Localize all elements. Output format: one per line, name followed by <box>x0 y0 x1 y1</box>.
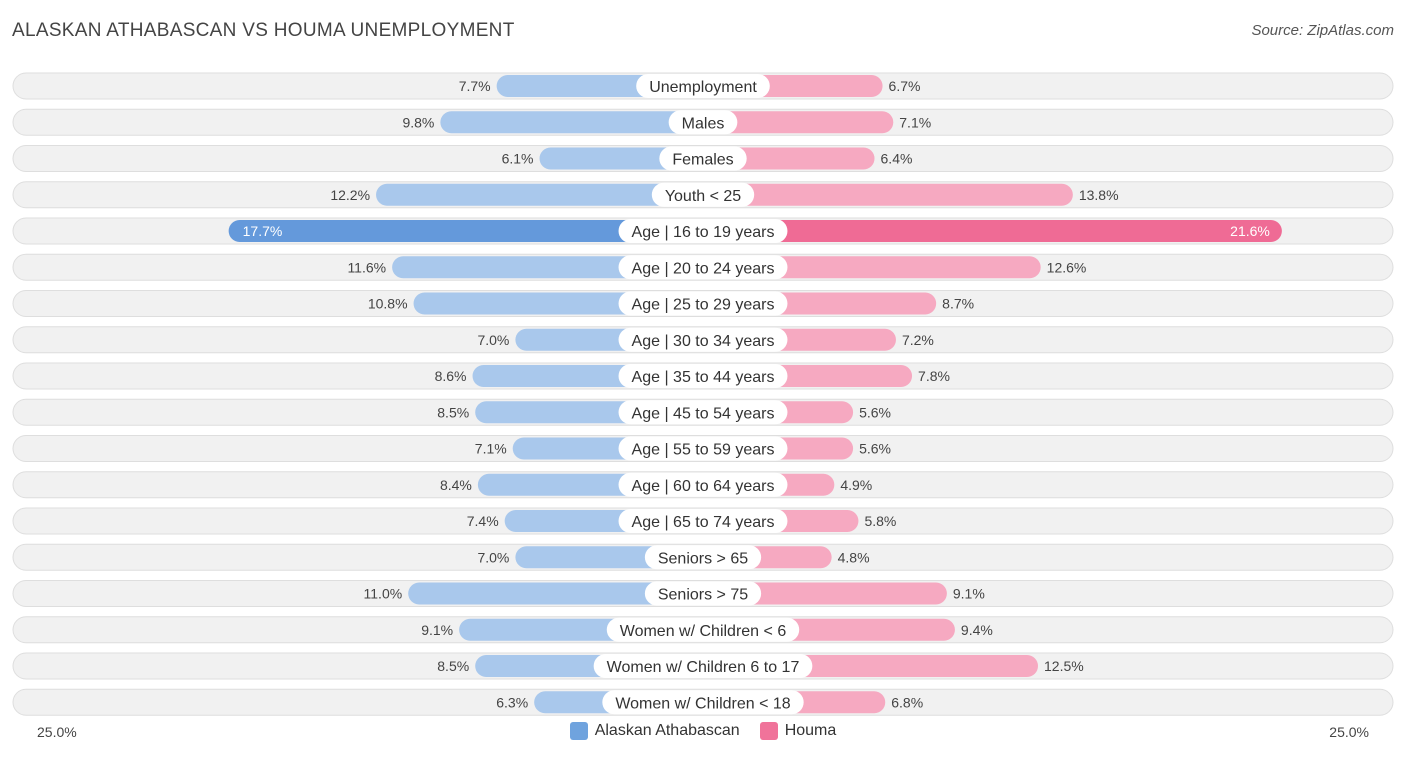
category-label: Women w/ Children 6 to 17 <box>607 659 800 676</box>
value-label-houma: 9.1% <box>953 586 985 602</box>
value-label-alaskan-athabascan: 12.2% <box>330 187 370 203</box>
category-pill <box>651 182 755 207</box>
value-label-alaskan-athabascan: 9.1% <box>421 622 453 638</box>
value-label-houma: 21.6% <box>1230 223 1270 239</box>
value-label-houma: 7.8% <box>918 368 950 384</box>
bar-houma <box>703 220 1282 242</box>
bar-houma <box>703 147 875 170</box>
legend-swatch-pink <box>759 722 778 740</box>
legend-item-alaskan-athabascan: Alaskan Athabascan <box>569 722 740 740</box>
value-label-houma: 6.4% <box>881 151 913 167</box>
value-label-houma: 6.8% <box>891 694 923 710</box>
category-pill <box>668 110 738 135</box>
category-label: Males <box>682 115 725 132</box>
value-label-alaskan-athabascan: 11.6% <box>347 259 386 275</box>
category-pill <box>618 472 788 497</box>
bar-alaskan-athabascan <box>228 220 703 242</box>
value-label-houma: 5.6% <box>859 441 891 457</box>
category-label: Age | 25 to 29 years <box>632 297 775 314</box>
value-label-houma: 12.6% <box>1047 259 1087 275</box>
source-attribution: Source: ZipAtlas.com <box>1251 22 1394 39</box>
category-pill <box>606 617 800 642</box>
category-label: Women w/ Children < 18 <box>615 695 790 712</box>
value-label-houma: 5.8% <box>864 513 896 529</box>
category-pill <box>644 581 762 606</box>
bar-houma <box>703 183 1073 206</box>
category-pill <box>618 291 788 316</box>
value-label-alaskan-athabascan: 9.8% <box>402 114 434 130</box>
bar-alaskan-athabascan <box>440 111 703 134</box>
category-pill <box>602 690 804 715</box>
legend-swatch-blue <box>569 722 588 740</box>
category-pill <box>618 327 788 352</box>
value-label-houma: 4.8% <box>838 549 870 565</box>
category-label: Age | 60 to 64 years <box>632 478 775 495</box>
category-label: Age | 35 to 44 years <box>632 369 775 386</box>
value-label-alaskan-athabascan: 8.5% <box>437 658 469 674</box>
value-label-houma: 8.7% <box>942 296 974 312</box>
value-label-houma: 6.7% <box>889 78 921 94</box>
value-label-alaskan-athabascan: 7.7% <box>459 78 491 94</box>
value-label-alaskan-athabascan: 17.7% <box>243 223 283 239</box>
category-pill <box>644 545 762 570</box>
value-label-alaskan-athabascan: 8.4% <box>440 477 472 493</box>
bar-houma <box>703 582 947 605</box>
value-label-alaskan-athabascan: 7.1% <box>475 441 507 457</box>
category-label: Youth < 25 <box>665 188 741 205</box>
value-label-alaskan-athabascan: 11.0% <box>364 586 403 602</box>
value-label-alaskan-athabascan: 10.8% <box>368 296 408 312</box>
category-label: Age | 30 to 34 years <box>632 333 775 350</box>
bar-houma <box>703 256 1041 279</box>
chart-title: ALASKAN ATHABASCAN VS HOUMA UNEMPLOYMENT <box>12 20 515 41</box>
category-label: Age | 45 to 54 years <box>632 405 775 422</box>
category-pill <box>618 436 788 461</box>
category-pill <box>618 400 788 425</box>
value-label-alaskan-athabascan: 6.3% <box>496 694 528 710</box>
category-label: Women w/ Children < 6 <box>620 623 787 640</box>
legend-label: Alaskan Athabascan <box>594 722 740 739</box>
value-label-alaskan-athabascan: 7.0% <box>477 332 509 348</box>
value-label-alaskan-athabascan: 8.5% <box>437 404 469 420</box>
category-label: Age | 55 to 59 years <box>632 442 775 459</box>
category-pill <box>618 255 788 280</box>
legend-item-houma: Houma <box>759 722 837 740</box>
category-pill <box>659 146 747 171</box>
value-label-houma: 5.6% <box>859 404 891 420</box>
value-label-houma: 4.9% <box>840 477 872 493</box>
value-label-houma: 12.5% <box>1044 658 1084 674</box>
value-label-houma: 9.4% <box>961 622 993 638</box>
category-label: Age | 20 to 24 years <box>632 260 775 277</box>
value-label-alaskan-athabascan: 7.4% <box>467 513 499 529</box>
bar-alaskan-athabascan <box>408 582 703 605</box>
category-label: Unemployment <box>649 79 757 96</box>
value-label-houma: 7.2% <box>902 332 934 348</box>
value-label-alaskan-athabascan: 6.1% <box>502 151 534 167</box>
bar-alaskan-athabascan <box>376 183 703 206</box>
category-pill <box>636 74 770 98</box>
category-pill <box>618 509 788 533</box>
value-label-alaskan-athabascan: 7.0% <box>477 549 509 565</box>
category-label: Seniors > 75 <box>658 587 748 604</box>
value-label-houma: 13.8% <box>1079 187 1119 203</box>
value-label-alaskan-athabascan: 8.6% <box>435 368 467 384</box>
legend: Alaskan Athabascan Houma <box>0 722 1406 740</box>
axis-left-label: 25.0% <box>37 724 77 740</box>
category-pill <box>618 219 788 243</box>
value-label-houma: 7.1% <box>899 114 931 130</box>
category-label: Age | 65 to 74 years <box>632 514 775 531</box>
category-pill <box>593 654 813 678</box>
category-label: Seniors > 65 <box>658 550 748 567</box>
bar-houma <box>703 111 894 134</box>
axis-right-label: 25.0% <box>1329 724 1369 740</box>
category-label: Females <box>672 152 733 169</box>
category-pill <box>618 364 788 388</box>
category-label: Age | 16 to 19 years <box>632 224 775 241</box>
legend-label: Houma <box>784 722 837 739</box>
